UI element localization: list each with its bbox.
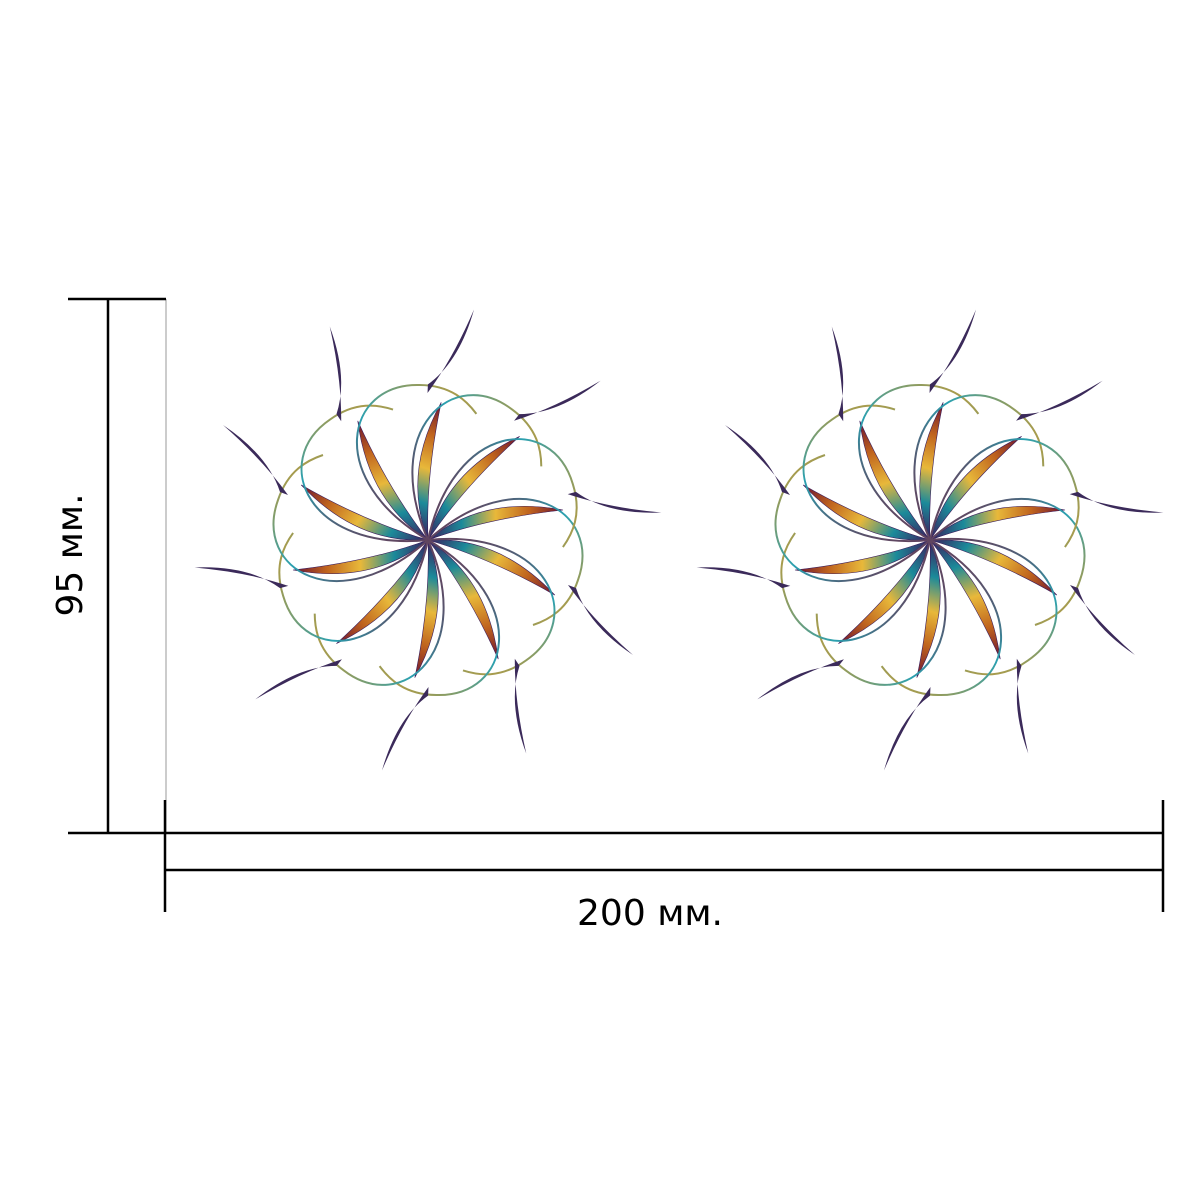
loop: [427, 537, 556, 676]
swirl-arm: [913, 380, 1103, 541]
dart: [194, 567, 289, 589]
loop: [411, 394, 543, 541]
loop: [313, 539, 445, 686]
swirl-arm: [411, 380, 601, 541]
swirl-flower: [194, 309, 662, 771]
swirl-arm: [378, 539, 500, 771]
loop: [780, 532, 931, 642]
petal: [929, 539, 1058, 596]
loop: [929, 537, 1058, 676]
loop: [272, 454, 429, 582]
swirl-arm: [725, 425, 931, 582]
petal: [292, 539, 429, 575]
petal: [427, 539, 556, 596]
loop: [278, 532, 429, 642]
petal: [794, 539, 931, 575]
loop: [815, 539, 947, 686]
petal: [357, 420, 429, 541]
petal: [919, 402, 944, 541]
petal: [300, 484, 429, 541]
loop: [378, 539, 500, 697]
swirl-arm: [929, 436, 1164, 548]
loop: [427, 438, 578, 548]
width-label: 200 мм.: [577, 893, 723, 934]
swirl-arm: [802, 326, 931, 543]
swirl-arm: [255, 539, 445, 700]
dart: [223, 425, 288, 495]
dart: [696, 567, 791, 589]
loop: [880, 539, 1002, 697]
swirl-arm: [858, 309, 980, 541]
dart: [427, 309, 475, 393]
petal: [929, 436, 1022, 541]
petal: [427, 436, 520, 541]
loop: [858, 383, 980, 541]
swirl-arm: [223, 425, 429, 582]
petal: [417, 402, 442, 541]
dart: [1016, 380, 1103, 421]
swirl-arm: [427, 498, 633, 655]
height-label: 95 мм.: [50, 493, 91, 616]
dart: [1069, 491, 1164, 513]
dart: [1016, 658, 1029, 754]
swirl-arm: [929, 537, 1058, 754]
petal: [336, 539, 429, 644]
dart: [1070, 585, 1135, 655]
swirl-arm: [880, 539, 1002, 771]
loop: [929, 438, 1080, 548]
swirl-arm: [427, 436, 662, 548]
petal: [859, 420, 931, 541]
dart: [725, 425, 790, 495]
loop: [913, 394, 1045, 541]
petal: [916, 539, 941, 678]
dart: [329, 326, 342, 422]
loop: [427, 498, 584, 626]
petal: [427, 505, 564, 541]
petal: [427, 539, 499, 660]
decoration: [194, 309, 1164, 771]
dart: [883, 687, 931, 771]
dart: [929, 309, 977, 393]
dart: [568, 585, 633, 655]
dart: [514, 658, 527, 754]
dart: [757, 659, 844, 700]
dart: [567, 491, 662, 513]
loop: [356, 383, 478, 541]
dart: [381, 687, 429, 771]
swirl-arm: [194, 532, 429, 644]
loop: [929, 498, 1086, 626]
swirl-flower: [696, 309, 1164, 771]
dart: [255, 659, 342, 700]
swirl-arm: [300, 326, 429, 543]
petal: [802, 484, 931, 541]
petal: [929, 505, 1066, 541]
loop: [802, 404, 931, 543]
swirl-arm: [356, 309, 478, 541]
swirl-arm: [427, 537, 556, 754]
loop: [774, 454, 931, 582]
swirl-arm: [757, 539, 947, 700]
dart: [831, 326, 844, 422]
petal: [929, 539, 1001, 660]
loop: [300, 404, 429, 543]
swirl-arm: [696, 532, 931, 644]
dart: [514, 380, 601, 421]
petal: [414, 539, 439, 678]
swirl-arm: [929, 498, 1135, 655]
petal: [838, 539, 931, 644]
